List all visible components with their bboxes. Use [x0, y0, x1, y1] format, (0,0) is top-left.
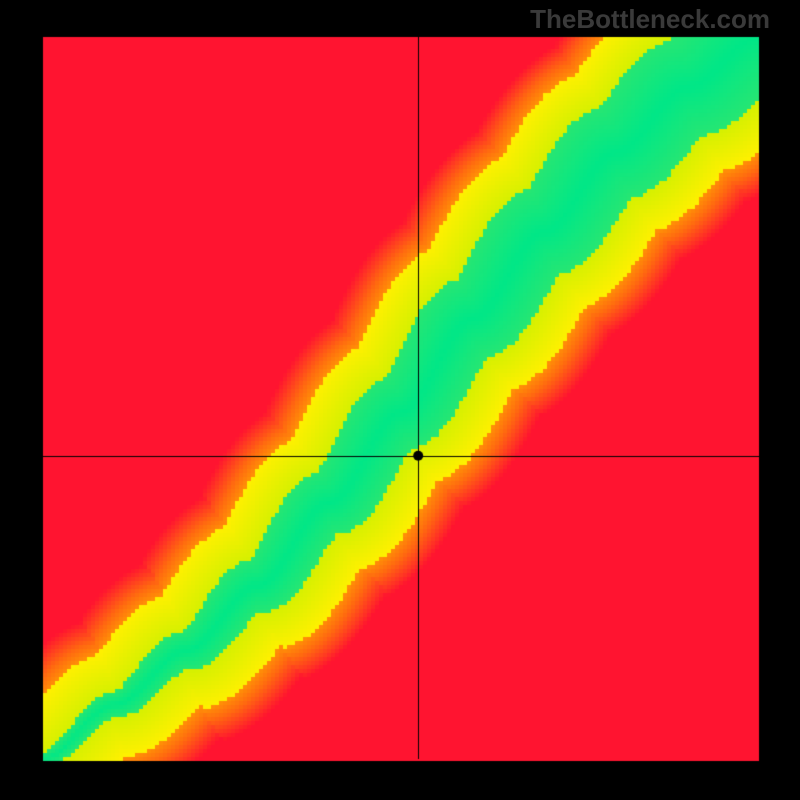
chart-container: TheBottleneck.com [0, 0, 800, 800]
bottleneck-heatmap [0, 0, 800, 800]
watermark-text: TheBottleneck.com [530, 4, 770, 35]
